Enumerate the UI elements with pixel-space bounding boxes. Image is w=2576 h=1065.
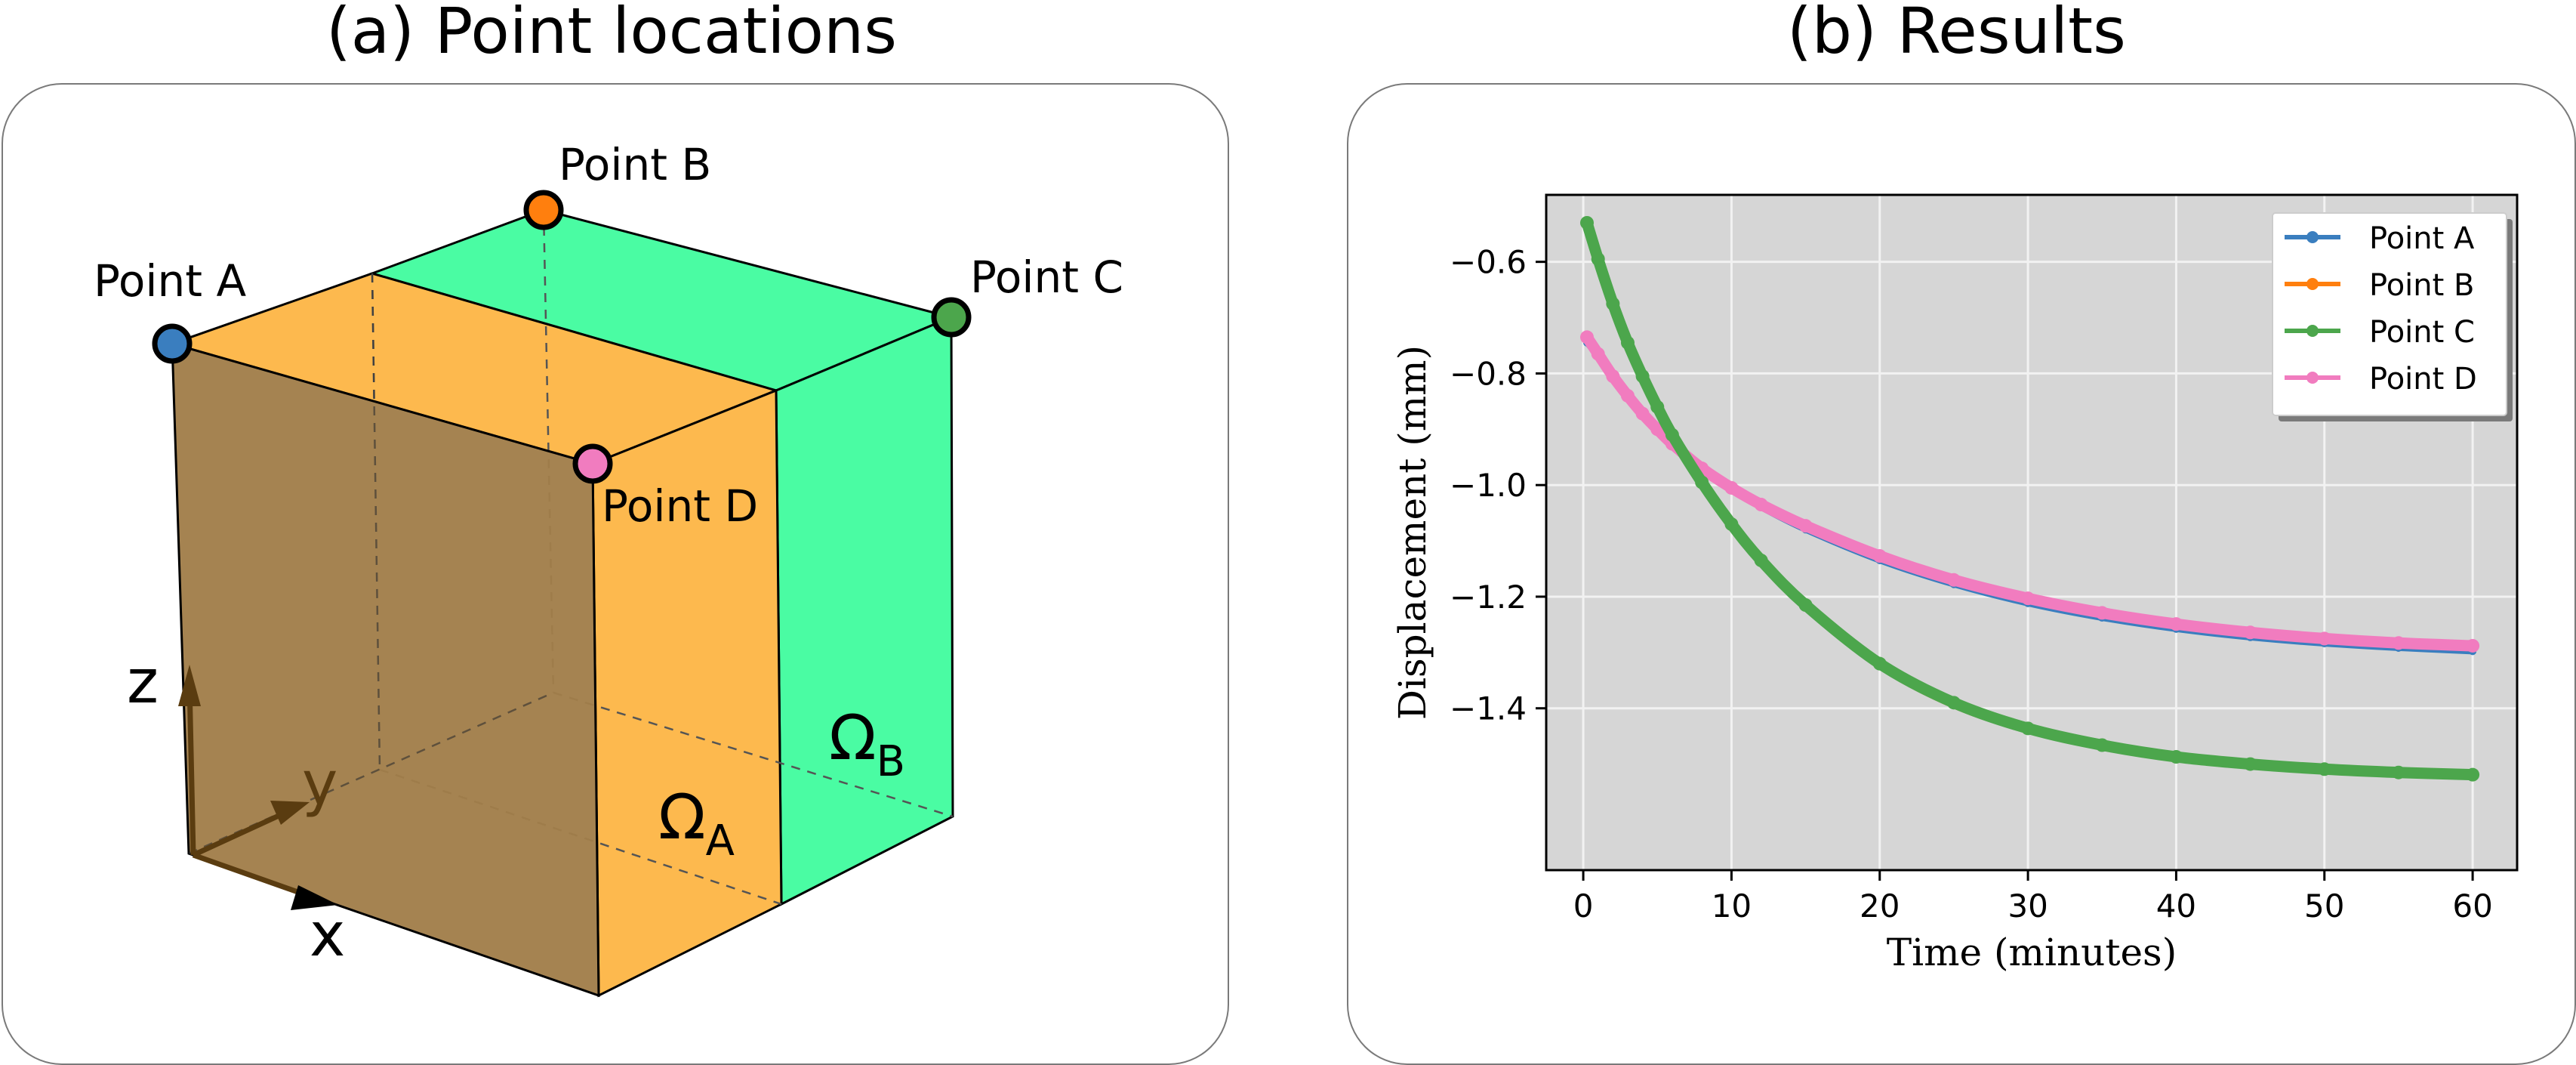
y-axis-label: Displacement (mm) bbox=[1391, 345, 1434, 720]
data-point-point-c bbox=[1606, 297, 1620, 311]
data-point-point-c bbox=[2317, 762, 2331, 776]
legend-swatch-marker bbox=[2306, 278, 2319, 290]
axis-label-x: x bbox=[310, 900, 345, 970]
legend-swatch-marker bbox=[2306, 325, 2319, 337]
data-point-point-c bbox=[1579, 215, 1594, 230]
legend-swatch-marker bbox=[2306, 231, 2319, 243]
x-tick-label: 40 bbox=[2156, 888, 2196, 925]
data-point-point-d bbox=[1754, 498, 1768, 512]
data-point-point-d bbox=[2391, 636, 2405, 650]
data-point-point-d bbox=[1620, 388, 1635, 403]
y-tick-label: −1.2 bbox=[1450, 579, 1527, 616]
point-a-marker bbox=[152, 323, 193, 364]
data-point-point-d bbox=[2317, 631, 2331, 646]
axis-label-z: z bbox=[127, 647, 159, 717]
data-point-point-c bbox=[2021, 721, 2035, 736]
z-arrow-head bbox=[178, 665, 201, 706]
data-point-point-c bbox=[1695, 475, 1709, 489]
omega-a-label: ΩA bbox=[658, 782, 735, 866]
data-point-point-d bbox=[1872, 549, 1887, 563]
data-point-point-c bbox=[2391, 765, 2405, 779]
x-tick-label: 30 bbox=[2007, 888, 2048, 925]
legend-box bbox=[2272, 212, 2507, 416]
diagram-title: (a) Point locations bbox=[326, 0, 898, 68]
y-tick-label: −1.0 bbox=[1450, 467, 1527, 504]
data-point-point-c bbox=[2466, 767, 2480, 782]
axes-triad bbox=[178, 665, 338, 910]
y-tick-label: −0.8 bbox=[1450, 355, 1527, 392]
data-point-point-c bbox=[2243, 757, 2257, 771]
data-point-point-d bbox=[1606, 369, 1620, 384]
data-point-point-c bbox=[1724, 517, 1739, 531]
point-a-label: Point A bbox=[94, 255, 246, 307]
omega-b-subscript: B bbox=[877, 737, 905, 786]
legend-label: Point A bbox=[2369, 221, 2475, 256]
data-point-point-c bbox=[1872, 656, 1887, 671]
legend-label: Point D bbox=[2369, 362, 2477, 397]
data-point-point-d bbox=[1724, 480, 1739, 495]
data-point-point-c bbox=[1635, 369, 1650, 384]
y-tick-label: −0.6 bbox=[1450, 244, 1527, 281]
series-group bbox=[1579, 215, 2480, 782]
data-point-point-c bbox=[1665, 428, 1679, 442]
legend-label: Point B bbox=[2369, 268, 2474, 303]
data-point-point-d bbox=[2169, 617, 2183, 631]
data-point-point-d bbox=[1946, 573, 1961, 587]
data-point-point-d bbox=[2095, 606, 2109, 620]
data-point-point-c bbox=[2169, 750, 2183, 764]
legend-label: Point C bbox=[2369, 315, 2475, 350]
point-d-marker bbox=[572, 443, 613, 484]
data-point-point-d bbox=[1579, 330, 1594, 344]
data-point-point-c bbox=[2095, 738, 2109, 752]
data-point-point-d bbox=[1591, 347, 1605, 361]
x-tick-label: 20 bbox=[1860, 888, 1900, 925]
data-point-point-c bbox=[1946, 696, 1961, 710]
data-point-point-d bbox=[1798, 519, 1813, 533]
omega-a-subscript: A bbox=[706, 816, 735, 866]
data-point-point-c bbox=[1754, 553, 1768, 567]
point-d-label: Point D bbox=[602, 480, 758, 532]
x-tick-label: 60 bbox=[2452, 888, 2492, 925]
data-point-point-c bbox=[1650, 400, 1665, 414]
omega-a-symbol: Ω bbox=[658, 782, 706, 854]
point-b-label: Point B bbox=[559, 139, 711, 190]
data-point-point-d bbox=[2243, 625, 2257, 640]
omega-b-symbol: Ω bbox=[829, 702, 877, 774]
legend-swatch-marker bbox=[2306, 372, 2319, 384]
point-c-label: Point C bbox=[970, 252, 1123, 303]
point-b-marker bbox=[523, 190, 564, 230]
y-tick-label: −1.4 bbox=[1450, 690, 1527, 727]
data-point-point-d bbox=[1635, 406, 1650, 421]
front-face bbox=[171, 341, 600, 998]
plot-border bbox=[1545, 193, 2519, 872]
x-tick-label: 10 bbox=[1712, 888, 1752, 925]
data-point-point-c bbox=[1620, 335, 1635, 350]
legend: Point A Point B Point C Point D bbox=[2272, 212, 2513, 421]
data-point-point-c bbox=[1798, 598, 1813, 613]
omega-b-label: ΩB bbox=[829, 702, 905, 786]
point-c-marker bbox=[931, 297, 972, 338]
x-arrow-head bbox=[291, 885, 338, 910]
data-point-point-d bbox=[2021, 591, 2035, 606]
y-arrow-head bbox=[270, 801, 310, 825]
data-point-point-c bbox=[1591, 252, 1605, 266]
data-point-point-d bbox=[2466, 638, 2480, 653]
x-axis-label: Time (minutes) bbox=[1887, 931, 2177, 974]
axis-label-y: y bbox=[302, 749, 337, 819]
x-tick-label: 0 bbox=[1573, 888, 1594, 925]
axis-ticks: 0 10 20 30 40 50 60 −0.6 −0.8 −1.0 −1.2 −1.4 bbox=[1450, 244, 2493, 925]
x-tick-label: 50 bbox=[2304, 888, 2344, 925]
chart-title: (b) Results bbox=[1787, 0, 2126, 68]
